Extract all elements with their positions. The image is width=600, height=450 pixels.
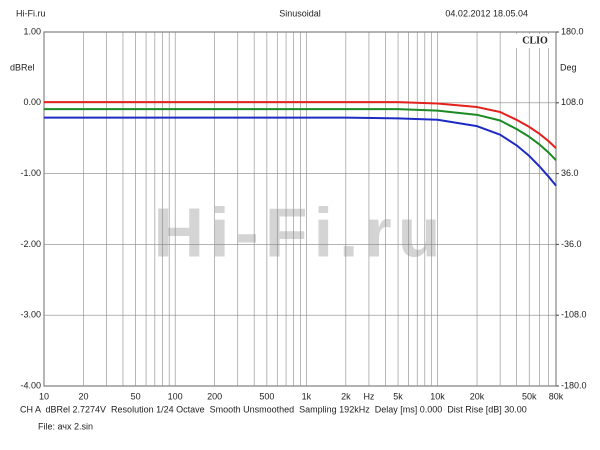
y-tick-label: -3.00 (20, 310, 41, 320)
series-line (44, 108, 557, 161)
watermark: Hi-Fi.ru (154, 193, 447, 271)
x-tick-label: 50 (131, 391, 141, 401)
file-name: File: ачх 2.sin (38, 421, 93, 431)
y-axis-label: dBRel (10, 62, 35, 72)
brand-box (516, 34, 554, 48)
x-tick-label: 5k (393, 391, 403, 401)
x-tick-label: 200 (207, 391, 222, 401)
y-tick-label: 1.00 (23, 26, 41, 36)
brand-label: CLIO (522, 35, 548, 46)
y2-tick-label: -36.0 (561, 239, 582, 249)
y-tick-label: 0.00 (23, 97, 41, 107)
x-tick-label: Hz (363, 391, 374, 401)
series-line (44, 101, 557, 149)
mode-label: Sinusoidal (279, 8, 321, 18)
x-tick-label: 50k (522, 391, 537, 401)
settings-line: CH A dBRel 2.7274V Resolution 1/24 Octav… (20, 404, 527, 414)
x-tick-label: 500 (259, 391, 274, 401)
y2-tick-label: 36.0 (561, 168, 579, 178)
x-tick-label: 10 (39, 391, 49, 401)
y-tick-label: -1.00 (20, 168, 41, 178)
y2-tick-label: 108.0 (561, 97, 584, 107)
x-tick-label: 2k (341, 391, 351, 401)
y2-tick-label: -180.0 (561, 380, 587, 390)
x-tick-label: 20 (78, 391, 88, 401)
y-tick-label: -2.00 (20, 239, 41, 249)
y2-axis-label: Deg (560, 62, 577, 72)
x-tick-label: 80k (549, 391, 564, 401)
x-tick-label: 10k (430, 391, 445, 401)
y-tick-label: -4.00 (20, 380, 41, 390)
series-line (44, 116, 557, 187)
y2-tick-label: -108.0 (561, 310, 587, 320)
y2-tick-label: 180.0 (561, 26, 584, 36)
x-tick-label: 20k (470, 391, 485, 401)
site-label: Hi-Fi.ru (16, 8, 46, 18)
timestamp: 04.02.2012 18.05.04 (445, 8, 528, 18)
x-tick-label: 1k (302, 391, 312, 401)
x-tick-label: 100 (168, 391, 183, 401)
